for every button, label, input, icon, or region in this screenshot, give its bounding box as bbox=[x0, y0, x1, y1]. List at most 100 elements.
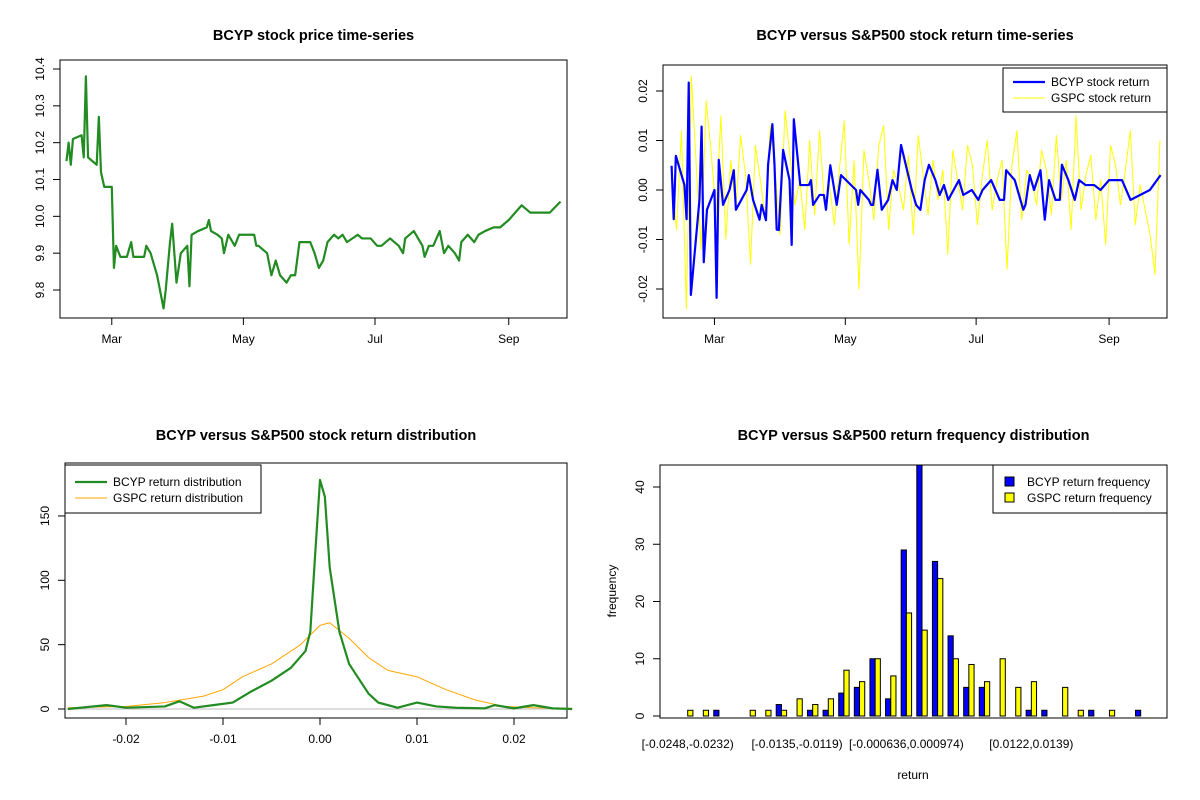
legend-label: GSPC return distribution bbox=[113, 491, 243, 505]
x-category-label: [-0.000636,0.000974) bbox=[849, 737, 964, 751]
x-tick-label: 0.01 bbox=[405, 732, 429, 746]
plot-box bbox=[662, 64, 1168, 319]
legend bbox=[64, 464, 262, 514]
bar-gspc bbox=[1015, 686, 1022, 717]
y-tick-label: 10.3 bbox=[33, 94, 47, 118]
bar-bcyp bbox=[853, 686, 861, 717]
series-line-bcyp-density bbox=[67, 478, 573, 711]
bar-gspc bbox=[983, 681, 991, 717]
bar-gspc bbox=[702, 709, 710, 717]
bar-bcyp bbox=[900, 549, 907, 717]
bar-gspc bbox=[1077, 709, 1084, 717]
bar-gspc bbox=[1108, 709, 1116, 717]
x-tick-label: Mar bbox=[704, 332, 725, 346]
y-tick-label: 9.9 bbox=[33, 245, 47, 262]
bar-gspc bbox=[796, 698, 803, 717]
y-tick-label: 10.4 bbox=[33, 57, 47, 81]
bar-gspc bbox=[952, 658, 959, 717]
y-tick-label: 0 bbox=[633, 712, 647, 719]
y-tick-label: 20 bbox=[633, 595, 647, 609]
legend-swatch bbox=[1004, 476, 1015, 487]
x-tick-label: -0.02 bbox=[112, 732, 140, 746]
bar-bcyp bbox=[963, 686, 970, 717]
bar-gspc bbox=[890, 675, 897, 717]
y-tick-label: 0 bbox=[38, 705, 52, 712]
series-line-bcyp-return bbox=[670, 81, 1162, 300]
y-tick-label: 0.02 bbox=[636, 79, 650, 103]
bar-gspc bbox=[812, 704, 819, 717]
x-category-label: [0.0122,0.0139) bbox=[989, 737, 1073, 751]
bar-gspc bbox=[843, 669, 850, 717]
x-tick-label: May bbox=[232, 332, 255, 346]
bar-bcyp bbox=[931, 560, 939, 717]
bar-gspc bbox=[827, 698, 834, 717]
legend-label: BCYP return distribution bbox=[113, 475, 242, 489]
bar-bcyp bbox=[1025, 709, 1032, 717]
bar-gspc bbox=[1030, 681, 1038, 717]
y-tick-label: 0.00 bbox=[636, 178, 650, 202]
x-axis-title: return bbox=[897, 768, 928, 782]
y-tick-label: -0.02 bbox=[636, 275, 650, 303]
bar-bcyp bbox=[1134, 709, 1142, 717]
x-tick-label: May bbox=[834, 332, 857, 346]
bar-bcyp bbox=[713, 709, 720, 717]
x-tick-label: Sep bbox=[1098, 332, 1120, 346]
bar-gspc bbox=[765, 709, 772, 717]
series-line-gspc-density bbox=[67, 622, 573, 709]
y-tick-label: 10.2 bbox=[33, 131, 47, 155]
bar-bcyp bbox=[978, 686, 985, 717]
bar-bcyp bbox=[916, 464, 923, 717]
bar-gspc bbox=[999, 658, 1006, 717]
bar-bcyp bbox=[885, 698, 892, 717]
y-axis-title: frequency bbox=[605, 565, 619, 618]
chart-title: BCYP versus S&P500 stock return distribu… bbox=[156, 428, 476, 444]
y-tick-label: 10.0 bbox=[33, 204, 47, 228]
bar-gspc bbox=[749, 709, 756, 717]
x-category-label: [-0.0135,-0.0119) bbox=[751, 737, 842, 751]
bar-bcyp bbox=[947, 635, 954, 717]
bar-bcyp bbox=[1088, 709, 1095, 717]
legend-label: GSPC stock return bbox=[1051, 91, 1151, 105]
bar-gspc bbox=[937, 578, 944, 717]
x-tick-label: -0.01 bbox=[209, 732, 237, 746]
bar-bcyp bbox=[838, 692, 845, 717]
y-tick-label: 0.01 bbox=[636, 128, 650, 152]
bar-bcyp bbox=[806, 709, 814, 717]
y-tick-label: 100 bbox=[38, 570, 52, 590]
y-tick-label: 150 bbox=[38, 506, 52, 526]
x-tick-label: 0.00 bbox=[308, 732, 332, 746]
bar-gspc bbox=[780, 709, 788, 717]
x-tick-label: Jul bbox=[367, 332, 382, 346]
y-tick-label: 40 bbox=[633, 480, 647, 494]
y-tick-label: 30 bbox=[633, 537, 647, 551]
bar-gspc bbox=[905, 612, 913, 717]
y-tick-label: -0.01 bbox=[636, 226, 650, 254]
bar-bcyp bbox=[822, 709, 829, 717]
y-tick-label: 9.8 bbox=[33, 281, 47, 298]
legend-swatch bbox=[1004, 492, 1015, 503]
bar-gspc bbox=[921, 629, 928, 717]
x-tick-label: Sep bbox=[498, 332, 520, 346]
legend-label: BCYP stock return bbox=[1051, 75, 1149, 89]
bar-gspc bbox=[687, 709, 694, 717]
chart-title: BCYP stock price time-series bbox=[213, 28, 414, 44]
chart-title: BCYP versus S&P500 return frequency dist… bbox=[738, 428, 1090, 444]
plot-box bbox=[64, 462, 568, 719]
legend-label: GSPC return frequency bbox=[1027, 491, 1152, 505]
plot-box bbox=[59, 59, 568, 319]
legend bbox=[1002, 67, 1168, 113]
plot-box bbox=[659, 464, 1168, 719]
bar-gspc bbox=[859, 681, 866, 717]
series-line-gspc-return bbox=[671, 75, 1161, 310]
bar-bcyp bbox=[869, 658, 876, 717]
x-tick-label: Mar bbox=[101, 332, 122, 346]
x-category-label: [-0.0248,-0.0232) bbox=[642, 737, 734, 751]
x-tick-label: 0.02 bbox=[502, 732, 526, 746]
bar-gspc bbox=[1062, 686, 1069, 717]
bar-gspc bbox=[968, 663, 975, 717]
bar-bcyp bbox=[1041, 709, 1048, 717]
chart-title: BCYP versus S&P500 stock return time-ser… bbox=[756, 28, 1073, 44]
y-tick-label: 10.1 bbox=[33, 167, 47, 191]
bar-bcyp bbox=[775, 704, 782, 717]
